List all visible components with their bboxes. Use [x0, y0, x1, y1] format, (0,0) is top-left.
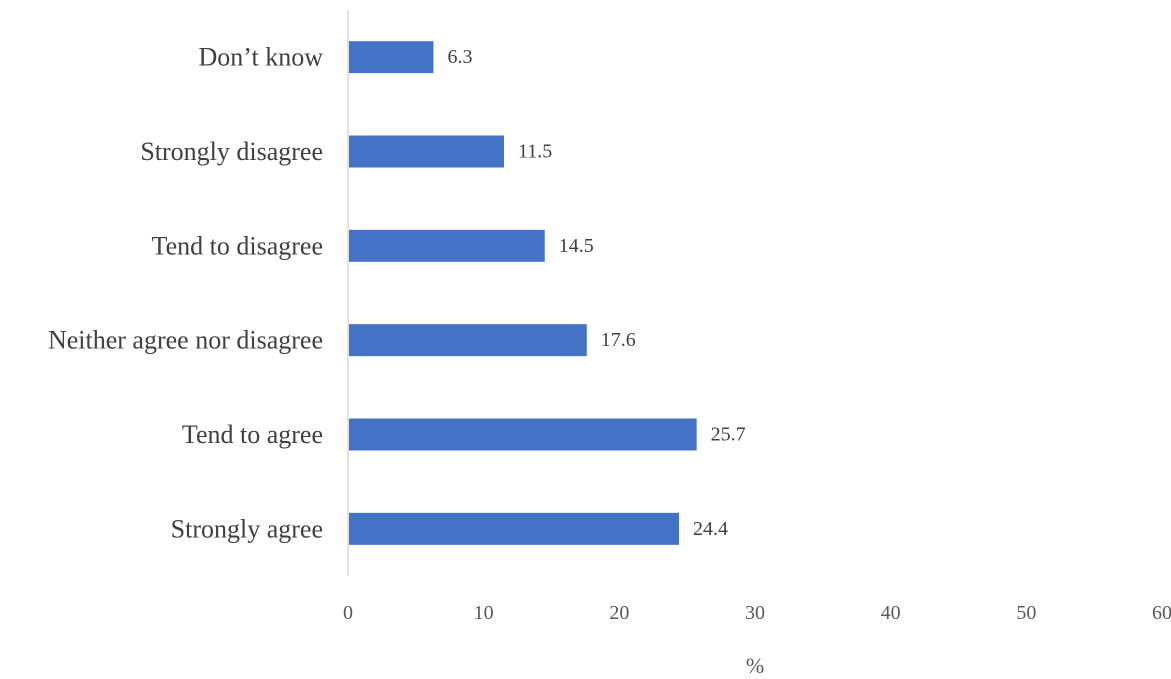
data-label: 6.3	[447, 46, 472, 68]
bar	[349, 324, 587, 357]
category-label: Don’t know	[199, 43, 324, 72]
data-label: 11.5	[518, 141, 552, 163]
data-label: 24.4	[693, 518, 728, 540]
x-tick-label: 60	[1152, 602, 1171, 624]
data-label: 17.6	[601, 329, 636, 351]
bar	[349, 41, 434, 74]
x-tick-label: 0	[343, 602, 353, 624]
bar	[349, 512, 680, 545]
bar	[349, 229, 545, 262]
x-tick-label: 20	[609, 602, 629, 624]
x-tick-label: 10	[474, 602, 494, 624]
x-tick-label: 50	[1016, 602, 1036, 624]
bar	[349, 418, 697, 451]
x-tick-labels: 0 10 20 30 40 50 60	[343, 602, 1171, 624]
x-tick-label: 30	[745, 602, 765, 624]
category-label: Neither agree nor disagree	[48, 326, 323, 355]
category-labels: Strongly agree Tend to agree Neither agree…	[48, 43, 323, 544]
x-axis-title: %	[746, 653, 764, 678]
x-tick-label: 40	[881, 602, 901, 624]
bars-group	[349, 41, 697, 545]
data-label: 14.5	[559, 235, 594, 257]
category-label: Tend to disagree	[152, 231, 323, 260]
category-label: Strongly disagree	[140, 137, 323, 166]
category-label: Strongly agree	[171, 514, 323, 543]
data-labels: 24.4 25.7 17.6 14.5 11.5 6.3	[447, 46, 745, 540]
category-label: Tend to agree	[182, 420, 323, 449]
bar	[349, 135, 505, 168]
data-label: 25.7	[711, 424, 746, 446]
